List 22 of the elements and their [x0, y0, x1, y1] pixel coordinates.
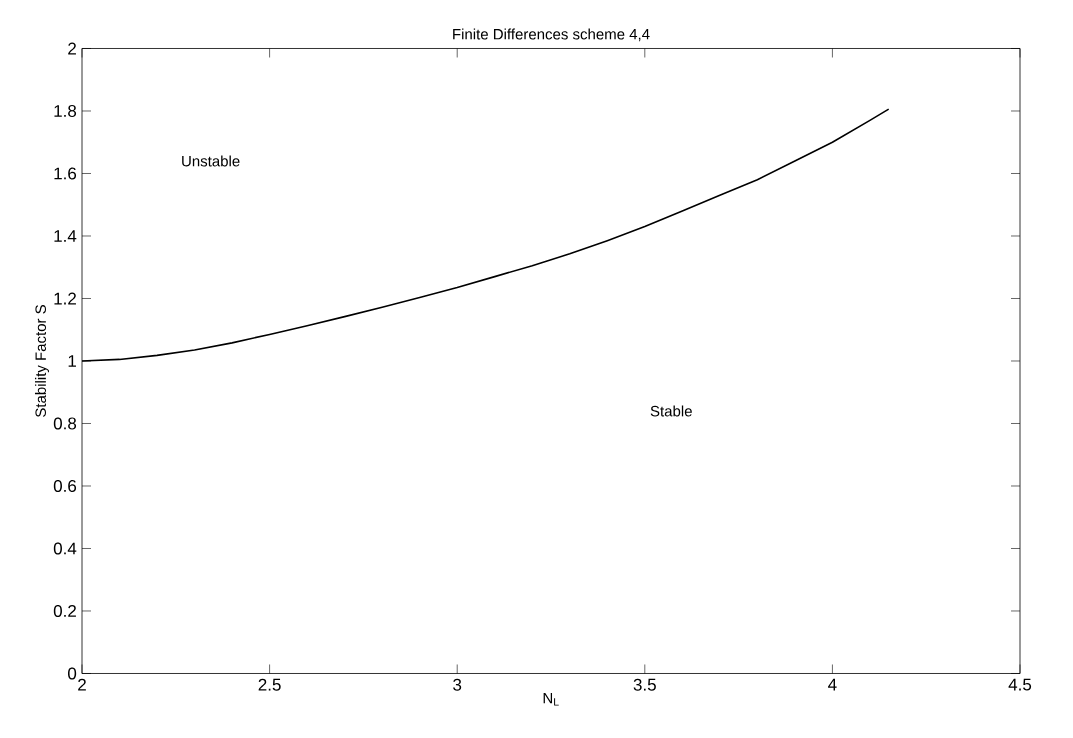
x-tick-label: 2.5 — [258, 678, 281, 691]
y-tick-label: 1.2 — [54, 292, 76, 305]
y-tick-label: 2 — [68, 42, 76, 55]
y-axis-title: Stability Factor S — [35, 305, 49, 417]
y-tick-label: 1.4 — [54, 230, 77, 242]
y-tick-label: 1.8 — [54, 104, 77, 118]
x-tick-label: 4.5 — [1008, 678, 1032, 691]
y-tick-label: 0 — [68, 667, 77, 680]
y-tick-label: 0.6 — [53, 479, 77, 493]
x-tick-label: 3 — [453, 678, 462, 691]
x-axis-title: N$_{L}$ — [543, 692, 559, 706]
annotation: Unstable — [182, 155, 240, 167]
y-tick-label: 1.6 — [54, 167, 77, 180]
chart-title: Finite Differences scheme 4,4 — [453, 28, 650, 42]
y-tick-label: 0.2 — [53, 604, 76, 618]
y-tick-label: 1 — [68, 355, 76, 367]
y-tick-label: 0.4 — [53, 542, 77, 555]
x-tick-label: 4 — [828, 678, 837, 691]
x-tick-label: 3.5 — [633, 678, 656, 691]
y-tick-label: 0.8 — [53, 417, 77, 430]
x-tick-label: 2 — [78, 678, 86, 691]
annotation: Stable — [650, 405, 692, 417]
